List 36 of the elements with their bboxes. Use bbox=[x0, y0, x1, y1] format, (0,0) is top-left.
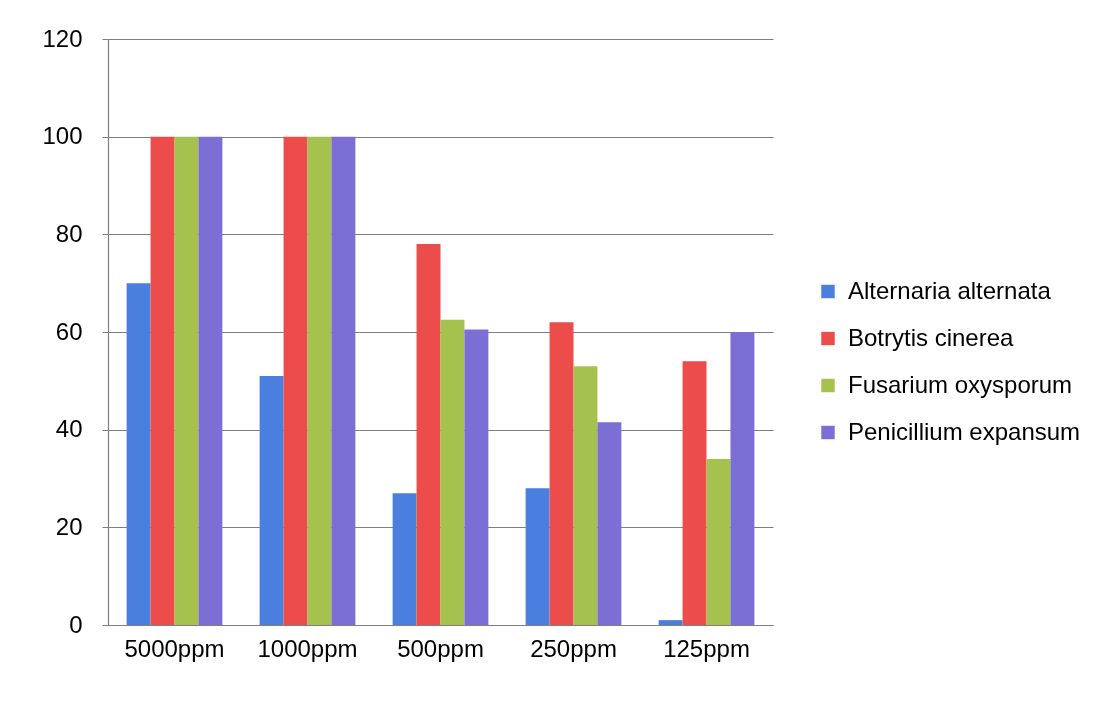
x-tick-label: 5000ppm bbox=[124, 634, 225, 662]
y-tick-label: 20 bbox=[55, 512, 83, 540]
bar bbox=[392, 493, 417, 625]
bar bbox=[307, 136, 332, 625]
bar bbox=[126, 283, 151, 625]
bar bbox=[283, 136, 308, 625]
bar bbox=[658, 620, 683, 625]
y-tick-label: 120 bbox=[42, 24, 83, 52]
bar bbox=[706, 458, 731, 625]
bar bbox=[440, 319, 465, 625]
legend-label: Botrytis cinerea bbox=[848, 323, 1015, 351]
legend-label: Penicillium expansum bbox=[848, 417, 1081, 445]
bar bbox=[682, 361, 707, 625]
bar bbox=[150, 136, 175, 625]
bar bbox=[597, 422, 622, 625]
y-tick-label: 0 bbox=[69, 610, 83, 638]
legend-label: Alternaria alternata bbox=[848, 276, 1052, 304]
bar bbox=[259, 375, 284, 625]
y-tick-label: 80 bbox=[55, 219, 83, 247]
bar bbox=[174, 136, 199, 625]
bar bbox=[198, 136, 223, 625]
y-tick-label: 40 bbox=[55, 415, 83, 443]
x-tick-label: 250ppm bbox=[530, 634, 617, 662]
bar bbox=[730, 332, 755, 625]
x-tick-label: 125ppm bbox=[663, 634, 750, 662]
y-tick-label: 100 bbox=[42, 122, 83, 150]
bar bbox=[331, 136, 356, 625]
bar bbox=[525, 488, 550, 625]
x-tick-label: 500ppm bbox=[397, 634, 484, 662]
y-tick-label: 60 bbox=[55, 317, 83, 345]
legend-label: Fusarium oxysporum bbox=[848, 370, 1073, 398]
bar bbox=[549, 322, 574, 625]
bar bbox=[464, 329, 489, 625]
x-tick-label: 1000ppm bbox=[257, 634, 358, 662]
bar bbox=[416, 244, 441, 625]
bar bbox=[573, 366, 598, 625]
